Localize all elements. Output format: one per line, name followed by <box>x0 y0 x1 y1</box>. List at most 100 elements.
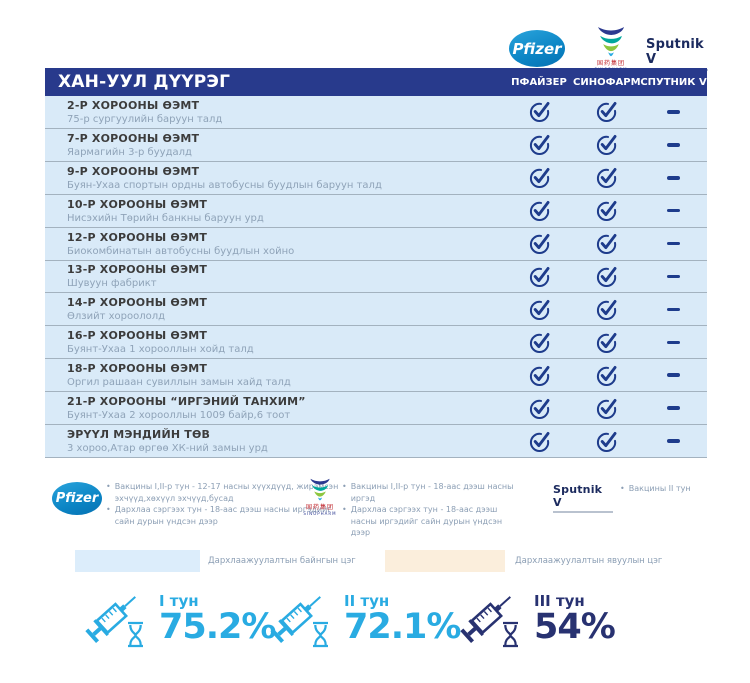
sinopharm-logo: 国药集团 SINOPHARM <box>586 26 636 72</box>
sputnik-legend-logo: Sputnik V <box>553 483 613 513</box>
syringe-icon <box>270 596 328 648</box>
sinopharm-legend-logo: 国药集团 SINOPHARM <box>303 478 337 516</box>
sputnik-mark-cell <box>640 307 707 312</box>
dose-value: 54% <box>534 606 616 647</box>
bullet-icon: • <box>342 482 347 491</box>
sputnik-tagline-lines <box>553 511 613 513</box>
row-title: 2-Р ХОРООНЫ ӨЭМТ <box>67 98 200 112</box>
row-title: 16-Р ХОРООНЫ ӨЭМТ <box>67 329 208 343</box>
row-subtitle: Шувуун фабрикт <box>67 278 157 290</box>
check-icon <box>529 135 549 156</box>
dose-3-stat: III тун 54% <box>458 583 616 653</box>
sinopharm-logo-icon <box>310 478 330 501</box>
check-icon <box>529 102 549 123</box>
bullet-icon: • <box>620 484 625 493</box>
pfizer-mark-cell <box>505 199 573 222</box>
pfizer-legend-items: • Вакцины I,II-р тун - 12-17 насны хүүхдү… <box>106 481 346 527</box>
table-row: 18-Р ХОРООНЫ ӨЭМТ Оргил рашаан сувиллын з… <box>45 359 707 393</box>
row-title: ЭРҮҮЛ МЭНДИЙН ТӨВ <box>67 428 211 442</box>
sputnik-logo-text: Sputnik V <box>553 483 603 509</box>
row-title: 18-Р ХОРООНЫ ӨЭМТ <box>67 362 208 376</box>
row-subtitle: 75-р сургуулийн баруун талд <box>67 113 223 125</box>
pfizer-mark-cell <box>505 331 573 354</box>
dose-2-stat: II тун 72.1% <box>268 583 461 653</box>
sputnik-mark-cell <box>640 208 707 213</box>
syringe-slot <box>268 583 340 653</box>
sputnik-mark-cell <box>640 406 707 410</box>
sputnik-mark-cell <box>640 340 707 345</box>
check-icon <box>596 234 617 255</box>
sinopharm-logo-icon <box>598 27 624 57</box>
legend-text: Дархлаа сэргээх тун - 18-аас дээш насны … <box>350 505 503 538</box>
row-subtitle: Буян-Ухаа спортын ордны автобусны буудлы… <box>67 179 382 191</box>
sinopharm-chinese-text: 国药集团 <box>596 60 625 67</box>
sputnik-mark-cell <box>640 143 707 147</box>
check-icon <box>529 398 549 419</box>
dash-icon <box>667 176 680 180</box>
sputnik-legend-items: • Вакцины II тун <box>620 483 740 495</box>
sputnik-mark-cell <box>640 176 707 180</box>
legend-text: Дархлаа сэргээх тун - 18-аас дээш насны … <box>114 505 332 526</box>
sinopharm-mark-cell <box>573 397 640 420</box>
check-icon <box>529 431 549 452</box>
check-icon <box>529 201 549 222</box>
check-icon <box>596 332 617 353</box>
permanent-point-label: Дархлаажуулалтын байнгын цэг <box>208 556 356 566</box>
table-row: ЭРҮҮЛ МЭНДИЙН ТӨВ 3 хороо,Атар өргөө ХК-н… <box>45 425 707 458</box>
bullet-icon: • <box>106 505 111 515</box>
sinopharm-mark-cell <box>573 199 640 222</box>
pfizer-mark-cell <box>505 166 573 189</box>
table-row: 2-Р ХОРООНЫ ӨЭМТ 75-р сургуулийн баруун т… <box>45 96 707 129</box>
check-icon <box>596 398 617 419</box>
sinopharm-mark-cell <box>573 331 640 354</box>
check-icon <box>596 168 617 189</box>
check-icon <box>529 266 549 288</box>
sinopharm-english-text: SINOPHARM <box>303 510 337 516</box>
column-header-pfizer: ПФАЙЗЕР <box>511 76 567 88</box>
sinopharm-mark-cell <box>573 232 640 255</box>
permanent-point-swatch <box>75 550 200 572</box>
pfizer-mark-cell <box>505 133 573 156</box>
sinopharm-chinese-text: 国药集团 <box>305 504 334 511</box>
row-subtitle: Нисэхийн Төрийн банкны баруун урд <box>67 212 264 224</box>
mobile-point-label: Дархлаажуулалтын явуулын цэг <box>515 556 663 566</box>
sinopharm-mark-cell <box>573 265 640 288</box>
table-row: 13-Р ХОРООНЫ ӨЭМТ Шувуун фабрикт <box>45 260 707 294</box>
legend-text: Вакцины II тун <box>628 484 691 493</box>
row-subtitle: 3 хороо,Атар өргөө ХК-ний замын урд <box>67 443 268 455</box>
pfizer-legend-logo: Pfizer <box>52 482 102 515</box>
sinopharm-mark-cell <box>573 133 640 156</box>
syringe-slot <box>458 583 530 653</box>
pfizer-logo: Pfizer <box>509 30 565 67</box>
pfizer-mark-cell <box>505 265 573 288</box>
check-icon <box>596 135 617 156</box>
check-icon <box>596 201 617 222</box>
row-subtitle: Оргил рашаан сувиллын замын хайд талд <box>67 377 291 389</box>
table-row: 7-Р ХОРООНЫ ӨЭМТ Яармагийн 3-р буудалд <box>45 128 707 162</box>
dash-icon <box>667 373 680 377</box>
row-title: 10-Р ХОРООНЫ ӨЭМТ <box>67 197 208 211</box>
bullet-icon: • <box>342 505 347 515</box>
dose-1-stat: I тун 75.2% <box>83 583 276 653</box>
dash-icon <box>667 274 680 279</box>
mobile-point-swatch <box>385 550 505 572</box>
row-subtitle: Өлзийт хороололд <box>67 311 166 323</box>
sinopharm-mark-cell <box>573 166 640 189</box>
dose-label: III тун <box>534 591 585 610</box>
sputnik-logo-text: Sputnik V <box>646 37 704 67</box>
sinopharm-mark-cell <box>573 100 640 123</box>
district-title: ХАН-УУЛ ДҮҮРЭГ <box>58 72 231 92</box>
table-row: 16-Р ХОРООНЫ ӨЭМТ Буянт-Ухаа 1 хорооллын … <box>45 326 707 360</box>
sputnik-mark-cell <box>640 110 707 114</box>
hourglass-icon <box>128 621 143 648</box>
sinopharm-mark-slot <box>595 27 627 61</box>
pfizer-mark-cell <box>505 298 573 321</box>
row-title: 13-Р ХОРООНЫ ӨЭМТ <box>67 263 208 277</box>
dash-icon <box>667 340 680 345</box>
check-icon <box>596 365 617 386</box>
sinopharm-mark-cell <box>573 298 640 321</box>
row-title: 14-Р ХОРООНЫ ӨЭМТ <box>67 296 208 310</box>
legend-text: Вакцины I,II-р тун - 18-аас дээш насны и… <box>350 482 514 503</box>
check-icon <box>529 299 549 320</box>
